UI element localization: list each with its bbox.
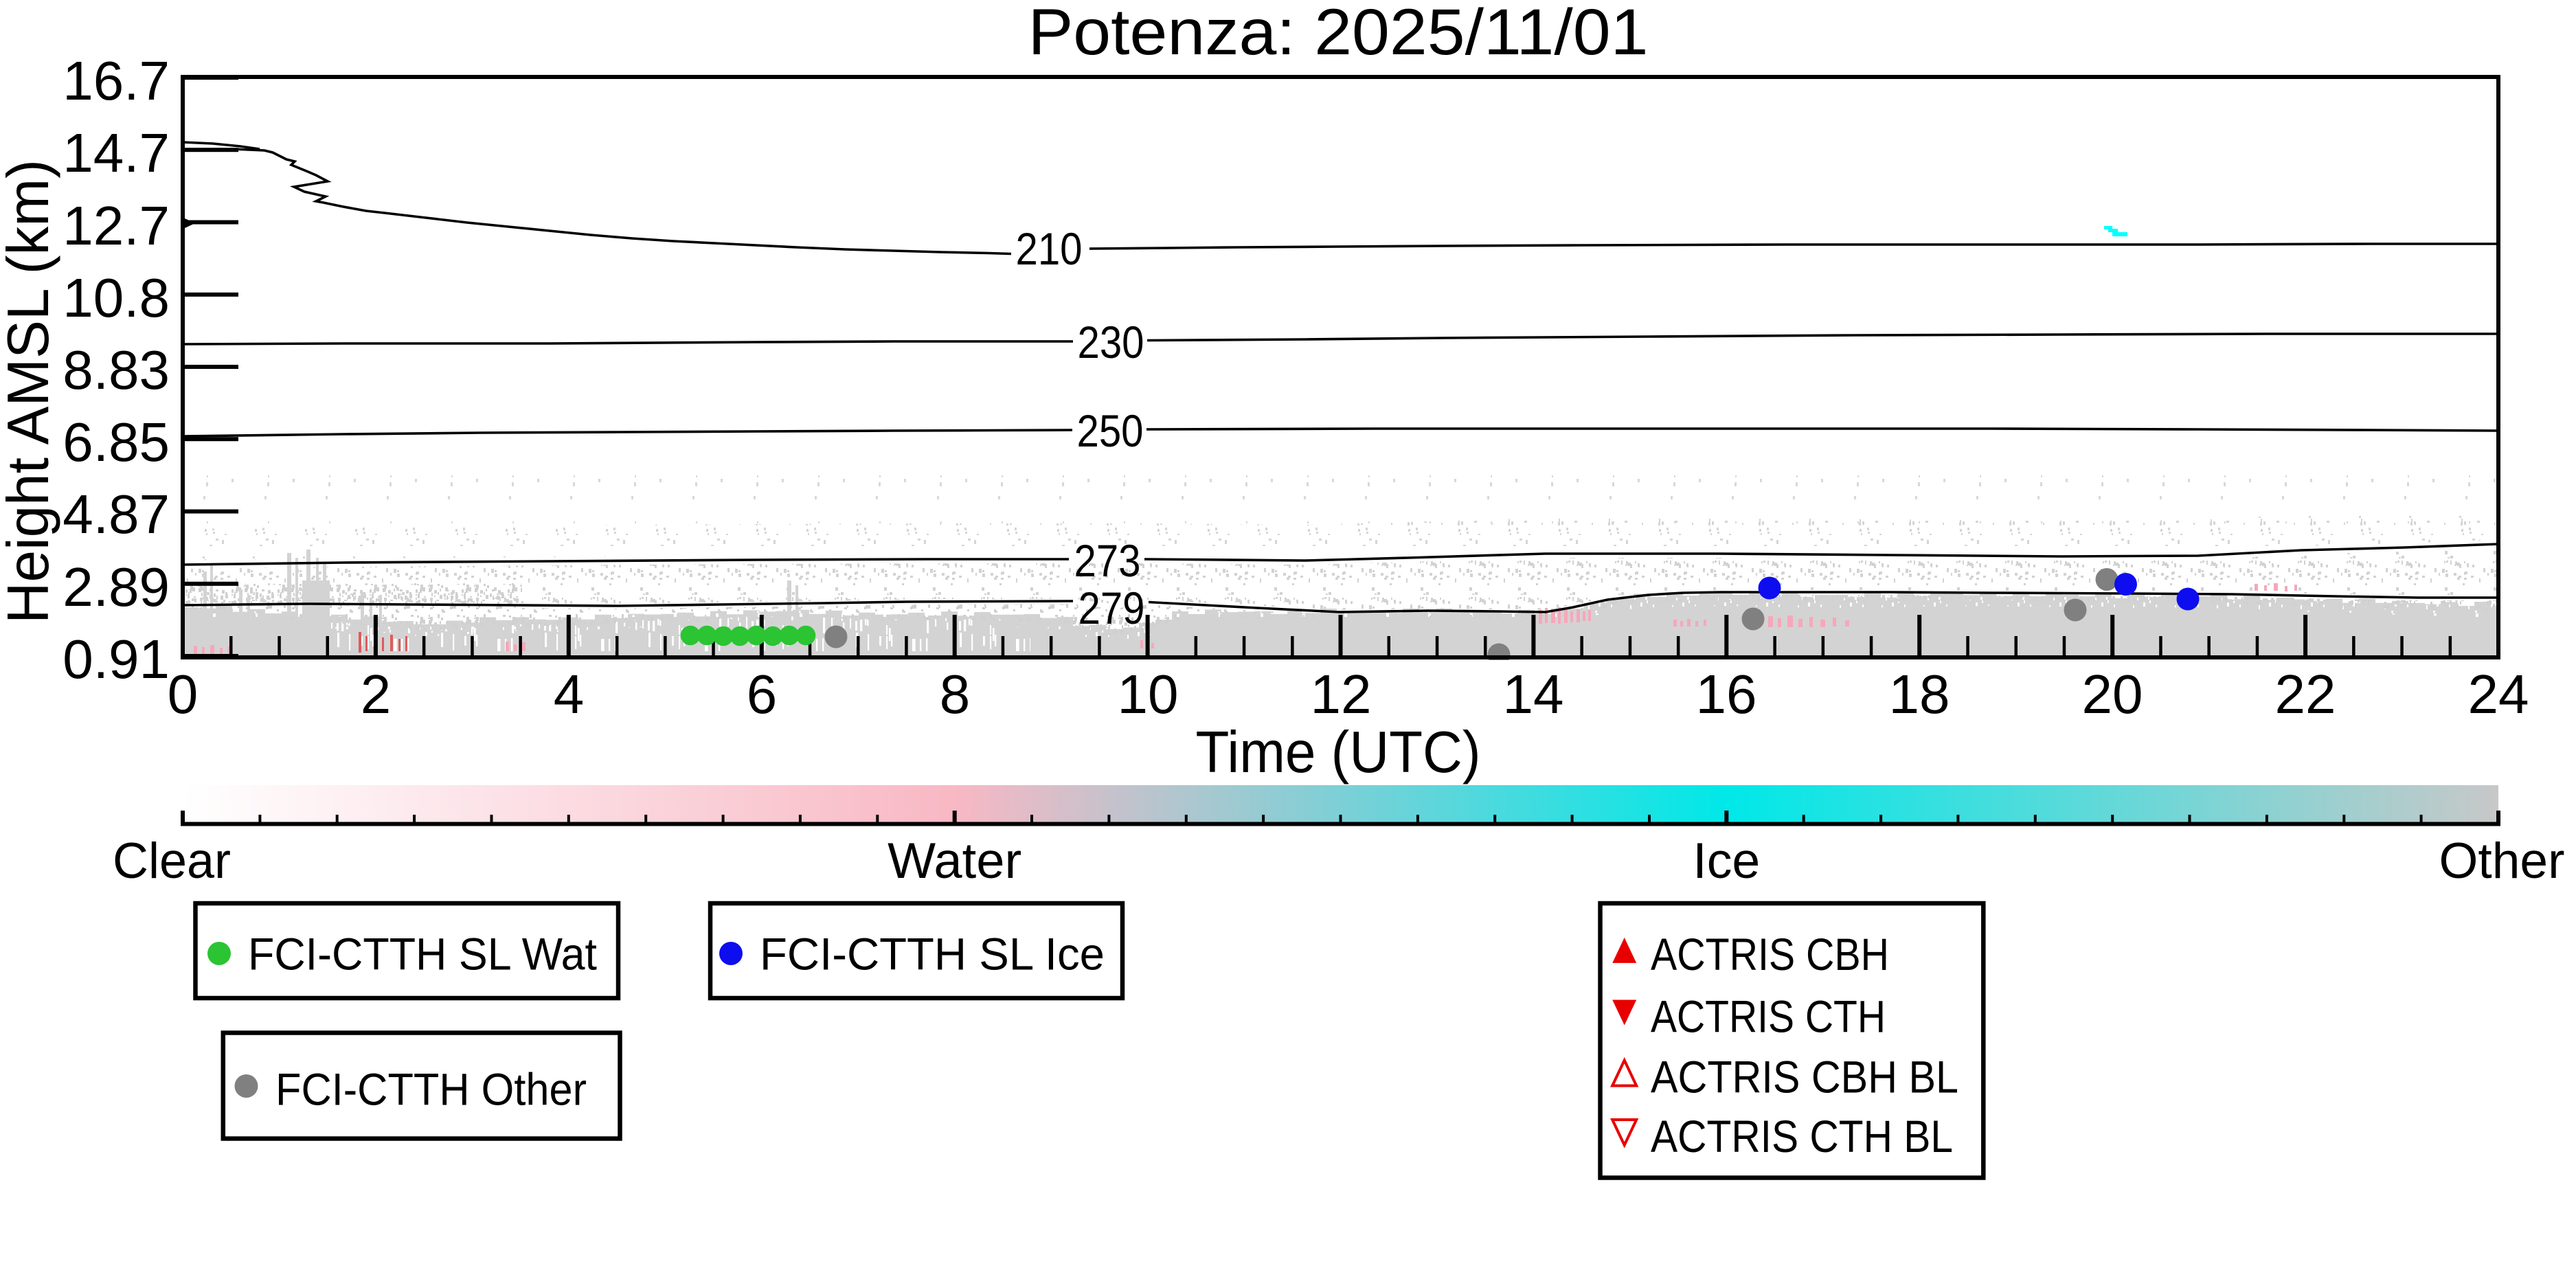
svg-text:16.7: 16.7: [63, 50, 170, 111]
svg-text:Height AMSL (km): Height AMSL (km): [0, 159, 61, 624]
svg-text:ACTRIS CTH: ACTRIS CTH: [1651, 991, 1886, 1041]
svg-text:FCI-CTTH Other: FCI-CTTH Other: [275, 1063, 587, 1114]
svg-text:Other: Other: [2439, 833, 2565, 889]
svg-text:Time (UTC): Time (UTC): [1196, 720, 1481, 785]
svg-text:ACTRIS CBH BL: ACTRIS CBH BL: [1651, 1052, 1958, 1103]
svg-text:4: 4: [554, 664, 585, 725]
svg-text:2: 2: [361, 664, 392, 725]
svg-text:12.7: 12.7: [63, 195, 170, 256]
svg-text:Potenza: 2025/11/01: Potenza: 2025/11/01: [1028, 0, 1649, 69]
svg-text:20: 20: [2082, 664, 2143, 725]
svg-text:6: 6: [747, 664, 778, 725]
svg-text:230: 230: [1078, 317, 1144, 368]
svg-text:2.89: 2.89: [63, 556, 170, 618]
svg-text:0.91: 0.91: [63, 629, 170, 690]
svg-text:18: 18: [1889, 664, 1950, 725]
svg-text:Water: Water: [888, 833, 1021, 889]
svg-text:250: 250: [1077, 405, 1144, 456]
svg-text:0: 0: [168, 664, 199, 725]
svg-text:14: 14: [1503, 664, 1564, 725]
svg-text:24: 24: [2468, 664, 2529, 725]
svg-text:10.8: 10.8: [63, 267, 170, 328]
svg-text:210: 210: [1016, 223, 1083, 274]
svg-text:Clear: Clear: [113, 833, 231, 889]
svg-text:273: 273: [1074, 535, 1141, 586]
svg-text:14.7: 14.7: [63, 122, 170, 183]
svg-text:22: 22: [2275, 664, 2336, 725]
svg-text:12: 12: [1311, 664, 1372, 725]
svg-text:Ice: Ice: [1693, 833, 1760, 889]
svg-text:279: 279: [1078, 583, 1145, 633]
svg-text:8: 8: [940, 664, 971, 725]
svg-text:FCI-CTTH SL Ice: FCI-CTTH SL Ice: [760, 929, 1105, 980]
svg-text:4.87: 4.87: [63, 484, 170, 545]
svg-text:FCI-CTTH SL Wat: FCI-CTTH SL Wat: [248, 929, 597, 980]
svg-text:ACTRIS CTH BL: ACTRIS CTH BL: [1651, 1111, 1953, 1162]
svg-text:ACTRIS CBH: ACTRIS CBH: [1651, 929, 1889, 980]
svg-text:8.83: 8.83: [63, 339, 170, 400]
svg-text:6.85: 6.85: [63, 411, 170, 473]
svg-text:10: 10: [1118, 664, 1179, 725]
svg-text:16: 16: [1696, 664, 1757, 725]
